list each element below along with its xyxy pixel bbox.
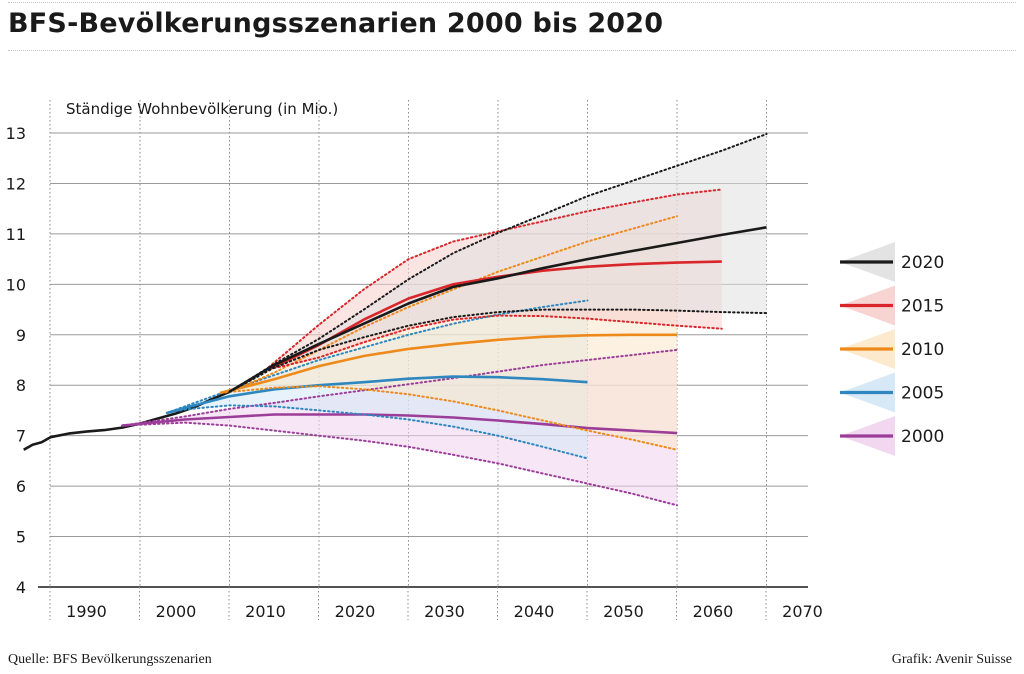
- high-line-2020: [228, 133, 768, 393]
- x-tick-label: 2010: [245, 602, 286, 621]
- series-lines: [23, 133, 768, 507]
- x-tick-label: 2000: [156, 602, 197, 621]
- credit-note: Grafik: Avenir Suisse: [891, 652, 1012, 667]
- high-line-2000: [121, 348, 678, 427]
- legend-label-2000: 2000: [901, 427, 944, 447]
- chart-title: BFS-Bevölkerungsszenarien 2000 bis 2020: [8, 8, 664, 39]
- x-tick-label: 2030: [424, 602, 465, 621]
- source-note: Quelle: BFS Bevölkerungsszenarien: [8, 652, 212, 667]
- y-tick-label: 12: [6, 174, 26, 193]
- x-tick-label: 2070: [782, 602, 823, 621]
- axes: 4 5 6 7 8 9 10 11 12 13 1990 2000 2010 2020 2030 2040 20…: [6, 124, 823, 621]
- y-tick-label: 5: [16, 528, 26, 547]
- high-line-2010: [219, 215, 678, 394]
- low-line-2020: [228, 308, 768, 393]
- y-tick-label: 7: [16, 427, 26, 446]
- legend: 2020 2015 2010 2005 2000: [840, 242, 944, 456]
- low-line-2010: [219, 385, 678, 451]
- mid-line-2005: [166, 375, 588, 415]
- y-tick-label: 8: [16, 376, 26, 395]
- y-tick-label: 6: [16, 477, 26, 496]
- mid-line-2000: [121, 413, 678, 435]
- y-tick-label: 11: [6, 225, 26, 244]
- mid-line-2020: [228, 226, 767, 393]
- low-line-2000: [121, 421, 678, 507]
- legend-label-2005: 2005: [901, 384, 944, 404]
- x-tick-label: 2040: [514, 602, 555, 621]
- low-line-2005: [165, 404, 589, 460]
- legend-label-2010: 2010: [901, 340, 944, 360]
- band-fills: [122, 134, 767, 506]
- low-line-2015: [264, 314, 723, 372]
- x-tick-label: 1990: [66, 602, 107, 621]
- top-rule: [8, 2, 1016, 3]
- title-rule: [8, 50, 1016, 51]
- x-tick-label: 2060: [693, 602, 734, 621]
- high-line-2015: [264, 188, 723, 372]
- y-tick-label: 9: [16, 326, 26, 345]
- y-axis-label: Ständige Wohnbevölkerung (in Mio.): [66, 100, 339, 118]
- x-tick-label: 2020: [335, 602, 376, 621]
- mid-line-2010: [220, 333, 677, 395]
- y-tick-label: 4: [16, 578, 26, 597]
- y-tick-label: 10: [6, 275, 26, 294]
- legend-label-2015: 2015: [901, 297, 944, 317]
- y-tick-label: 13: [6, 124, 26, 143]
- x-tick-label: 2050: [603, 602, 644, 621]
- legend-label-2020: 2020: [901, 253, 944, 273]
